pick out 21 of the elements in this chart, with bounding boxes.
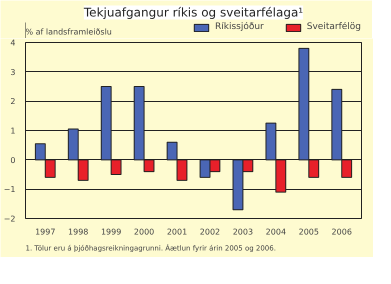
x-tick-label: 1999 bbox=[100, 228, 122, 236]
chart-title: Tekjuafgangur ríkis og sveitarfélaga¹ bbox=[82, 6, 304, 20]
legend-label: Ríkissjóður bbox=[214, 22, 264, 32]
x-tick-label: 1997 bbox=[35, 228, 56, 236]
x-tick-label: 2003 bbox=[232, 228, 254, 236]
x-tick-label: 2005 bbox=[298, 228, 319, 236]
y-tick-label: 1 bbox=[10, 126, 16, 136]
y-tick-label: 2 bbox=[10, 97, 16, 106]
y-tick-label: 0 bbox=[10, 156, 16, 165]
x-tick-label: 2004 bbox=[266, 228, 286, 236]
y-axis-title: % af landsframleiðslu bbox=[26, 28, 112, 36]
x-tick-label: 2000 bbox=[134, 228, 154, 236]
x-tick-label: 2002 bbox=[200, 228, 220, 236]
y-tick-label: 4 bbox=[10, 38, 16, 48]
y-tick-label: −1 bbox=[4, 185, 16, 194]
x-tick-label: 2006 bbox=[332, 228, 352, 236]
legend-label: Sveitarfélög bbox=[306, 22, 361, 32]
x-tick-label: 2001 bbox=[166, 228, 188, 236]
y-tick-label: −2 bbox=[4, 214, 16, 224]
y-tick-label: 3 bbox=[10, 68, 16, 77]
x-tick-label: 1998 bbox=[68, 228, 88, 236]
